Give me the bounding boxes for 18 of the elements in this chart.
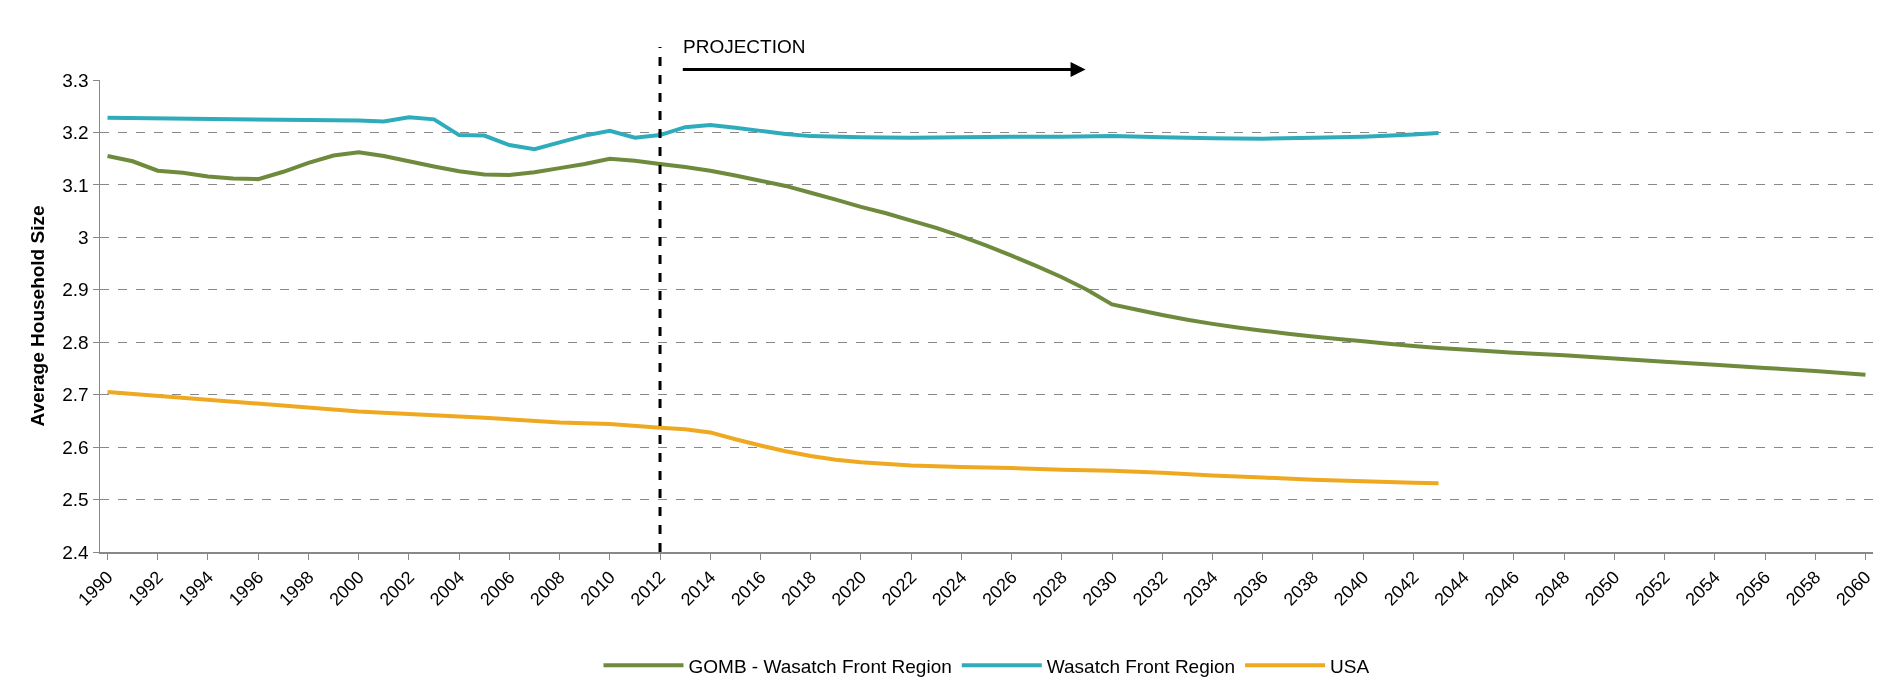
legend-label: Wasatch Front Region: [1046, 655, 1236, 677]
y-tick-label: 3: [78, 226, 89, 248]
y-tick-label: 2.7: [62, 384, 89, 406]
y-axis-title: Average Household Size: [27, 205, 49, 427]
y-tick-label: 3.3: [62, 69, 89, 91]
y-tick-label: 2.6: [62, 436, 89, 458]
y-tick-label: 2.8: [62, 331, 89, 353]
y-tick-label: 3.2: [62, 122, 89, 144]
line-series: [105, 390, 1441, 486]
legend-label: USA: [1330, 655, 1370, 677]
y-tick-label: 3.1: [62, 174, 89, 196]
legend-label: GOMB - Wasatch Front Region: [688, 655, 952, 677]
y-tick-label: 2.9: [62, 279, 89, 301]
y-tick-label: 2.5: [62, 489, 89, 511]
line-series: [105, 150, 1868, 377]
text: PROJECTION: [683, 36, 806, 57]
y-tick-label: 2.4: [62, 541, 90, 563]
line-series: [105, 115, 1441, 152]
